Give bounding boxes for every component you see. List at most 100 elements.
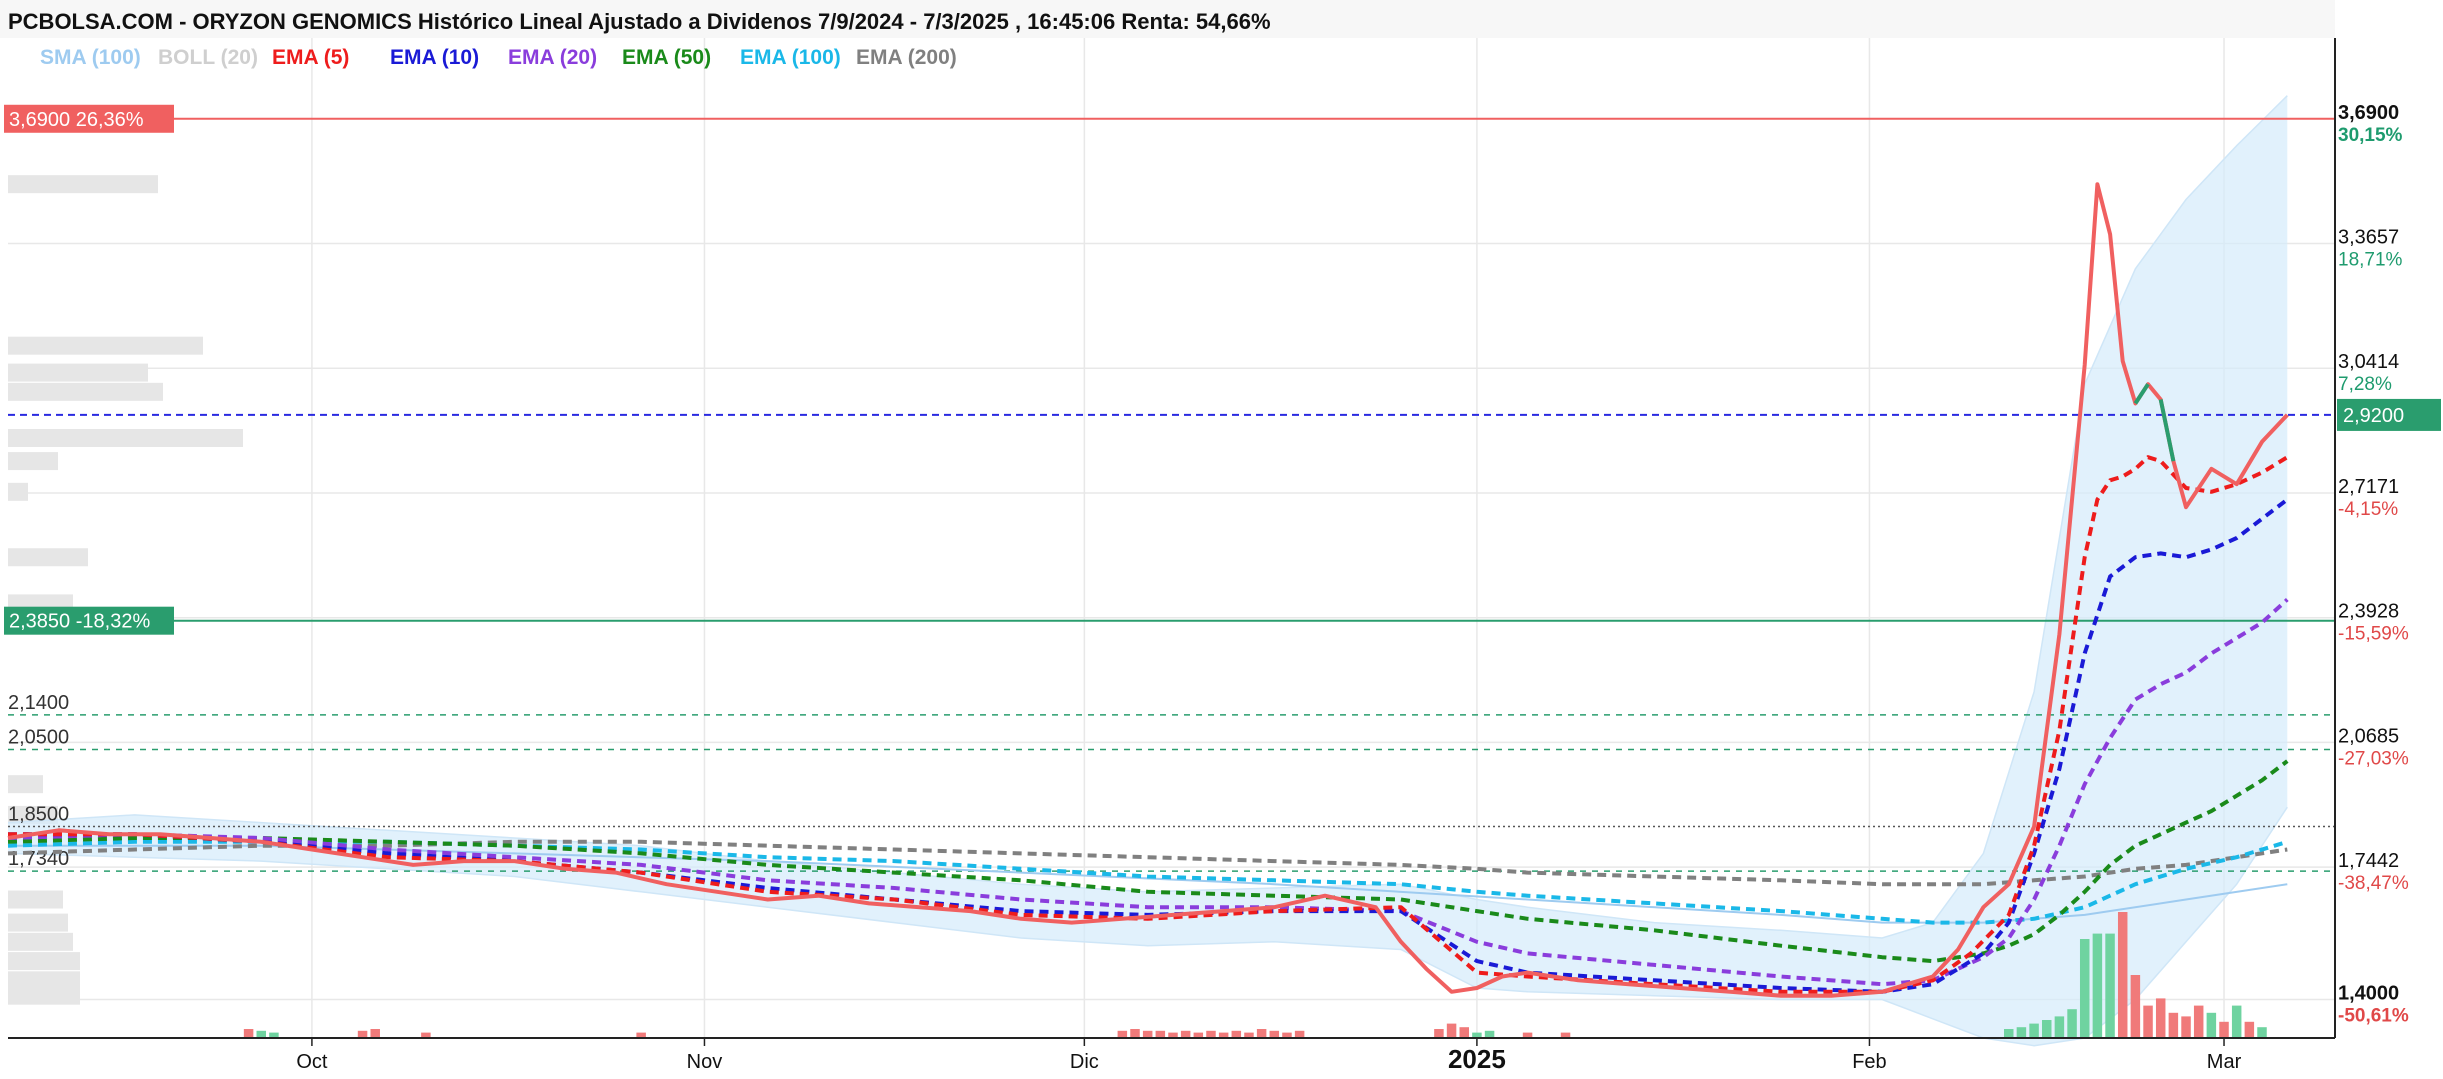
volume-bar (1560, 1032, 1571, 1038)
reference-label: 2,1400 (8, 692, 69, 714)
legend-item-ema-50: EMA (50) (622, 46, 711, 69)
volume-bar (1446, 1023, 1457, 1038)
volume-profile-bar (8, 382, 163, 401)
price-tick-pct: -50,61% (2338, 1006, 2409, 1027)
volume-bar (1294, 1030, 1305, 1038)
volume-bar (2231, 1005, 2242, 1038)
volume-bar (636, 1032, 646, 1038)
series-line-ema-100- (7, 839, 2288, 925)
volume-bar (269, 1032, 279, 1038)
level-badge (4, 104, 174, 133)
level-badge (4, 606, 174, 635)
volume-bar (2181, 1016, 2191, 1038)
price-tick-pct: -27,03% (2338, 748, 2409, 769)
price-tick-label: 3,6900 (2338, 102, 2399, 124)
volume-bar (1472, 1032, 1482, 1038)
volume-bar (2130, 975, 2141, 1038)
volume-profile-bar (8, 429, 243, 447)
volume-bar (1484, 1030, 1495, 1038)
price-tick-label: 1,4000 (2338, 983, 2399, 1005)
last-price-badge (2337, 398, 2441, 431)
volume-bar (2117, 912, 2128, 1038)
level-badge-label: 2,3850 -18,32% (9, 611, 150, 633)
chart-frame (8, 38, 2336, 1039)
volume-bar (1193, 1032, 1204, 1038)
volume-profile-bar (8, 971, 80, 990)
level-badge-label: 3,6900 26,36% (9, 109, 144, 131)
legend-item-ema-20: EMA (20) (508, 46, 597, 69)
volume-bars (243, 912, 2267, 1038)
price-tick-label: 2,0685 (2338, 725, 2399, 747)
legend-item-ema-5: EMA (5) (272, 46, 349, 69)
volume-bar (2193, 1005, 2204, 1038)
legend-item-ema-200: EMA (200) (856, 46, 957, 69)
volume-bar (1168, 1032, 1178, 1038)
volume-bar (256, 1030, 267, 1038)
volume-bar (2004, 1029, 2014, 1038)
volume-profile-bar (8, 890, 63, 909)
series-line-ema-50- (7, 759, 2289, 964)
time-tick-label: 2025 (1448, 1044, 1506, 1074)
series-line-ema-5- (8, 455, 2289, 994)
volume-bar (2029, 1023, 2039, 1038)
volume-profile-bar (8, 482, 28, 501)
volume-bar (1269, 1030, 1280, 1038)
volume-profile-bar (8, 548, 88, 567)
series-line-ema-20- (7, 598, 2289, 987)
price-tick-label: 3,3657 (2338, 227, 2399, 249)
volume-profile-bar (8, 336, 203, 355)
title-bar (0, 0, 2335, 38)
volume-bar (2244, 1021, 2255, 1038)
time-tick-label: Nov (687, 1051, 723, 1073)
volume-profile-bar (8, 775, 43, 794)
volume-bar (1231, 1030, 1242, 1038)
time-tick-label: Mar (2207, 1051, 2242, 1073)
chart-title: PCBOLSA.COM - ORYZON GENOMICS Histórico … (8, 9, 1271, 34)
last-price-label: 2,9200 (2343, 405, 2404, 427)
time-axis: Oct Nov Dic 2025 Feb Mar (296, 1038, 2242, 1074)
volume-bar (1206, 1030, 1216, 1038)
volume-bar (2041, 1020, 2052, 1038)
volume-bar (370, 1029, 380, 1038)
price-tick-pct: 18,71% (2338, 250, 2403, 271)
price-tick-label: 3,0414 (2338, 351, 2399, 373)
volume-bar (2079, 939, 2090, 1038)
price-tick-label: 2,3928 (2338, 601, 2399, 623)
volume-bar (1244, 1032, 1254, 1038)
volume-profile-bar (8, 986, 80, 1005)
legend-item-boll-20: BOLL (20) (158, 46, 258, 69)
volume-bar (2206, 1012, 2217, 1038)
volume-bar (2168, 1012, 2179, 1038)
volume-profile-bar (8, 913, 68, 932)
volume-bar (1459, 1027, 1469, 1038)
volume-profile-bar (8, 932, 73, 951)
volume-bar (2092, 933, 2103, 1038)
indicator-legend: SMA (100) BOLL (20) EMA (5) EMA (10) EMA (20… (40, 46, 957, 69)
volume-bar (1522, 1032, 1533, 1038)
volume-bar (1180, 1030, 1191, 1038)
volume-bar (2155, 998, 2166, 1038)
volume-profile-bar (8, 952, 80, 971)
legend-item-ema-100: EMA (100) (740, 46, 841, 69)
volume-bar (1155, 1030, 1166, 1038)
volume-bar (1434, 1029, 1444, 1038)
reference-label: 2,0500 (8, 727, 69, 749)
volume-bar (1130, 1029, 1140, 1038)
volume-profile-bar (8, 175, 158, 194)
series-line-precio (7, 182, 2289, 998)
time-tick-label: Oct (296, 1051, 328, 1073)
price-tick-pct: 7,28% (2338, 374, 2392, 395)
price-tick-label: 2,7171 (2338, 476, 2399, 498)
volume-bar (2016, 1027, 2027, 1038)
price-tick-label: 1,7442 (2338, 850, 2399, 872)
time-tick-label: Feb (1852, 1051, 1886, 1073)
volume-profile-bar (8, 363, 148, 382)
volume-profile-bar (8, 805, 58, 824)
series-line-precio-up (2158, 399, 2176, 462)
volume-bar (421, 1032, 431, 1038)
volume-bar (2219, 1021, 2229, 1038)
time-tick-label: Dic (1070, 1051, 1099, 1073)
series-line-precio-up (2133, 383, 2150, 405)
